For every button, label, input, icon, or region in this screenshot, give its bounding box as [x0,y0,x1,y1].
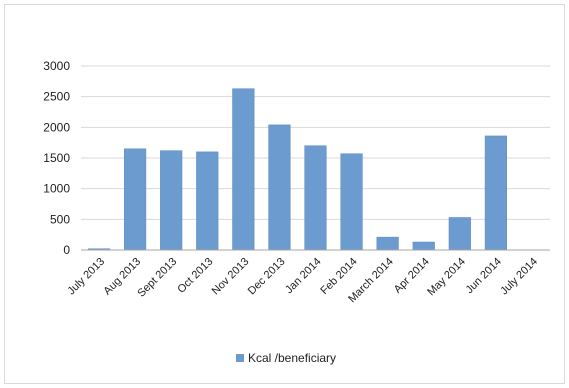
y-axis-tick-labels: 0 500 1000 1500 2000 2500 3000 [43,59,70,257]
x-category-label: Dec 2013 [246,256,288,298]
x-category-label: Jun 2014 [464,256,504,296]
chart-area: 0 500 1000 1500 2000 2500 3000 July 2013 Aug 20… [4,4,565,384]
x-category-label: May 2014 [425,256,468,299]
bar [340,153,363,251]
x-category-label: Sept 2013 [135,256,179,300]
legend-swatch [236,354,244,362]
bar [304,145,327,251]
x-category-label: Nov 2013 [210,256,252,298]
x-category-label: July 2013 [65,256,107,298]
bar [124,148,147,251]
bar [484,135,507,251]
x-category-label: July 2014 [498,256,540,298]
y-tick-label: 0 [63,243,70,257]
bar [232,88,255,251]
bars [87,88,507,251]
bar [376,236,399,251]
bar [412,241,435,251]
legend-label: Kcal /beneficiary [248,351,336,365]
y-tick-label: 3000 [43,59,70,73]
y-tick-label: 1000 [43,182,70,196]
y-tick-label: 2500 [43,90,70,104]
legend: Kcal /beneficiary [236,351,336,365]
y-tick-label: 500 [50,212,70,226]
x-category-label: Jan 2014 [283,256,323,296]
bar [196,151,219,251]
y-tick-label: 2000 [43,120,70,134]
bar [268,124,291,251]
bar [448,217,471,251]
y-tick-label: 1500 [43,151,70,165]
bar [160,150,183,251]
